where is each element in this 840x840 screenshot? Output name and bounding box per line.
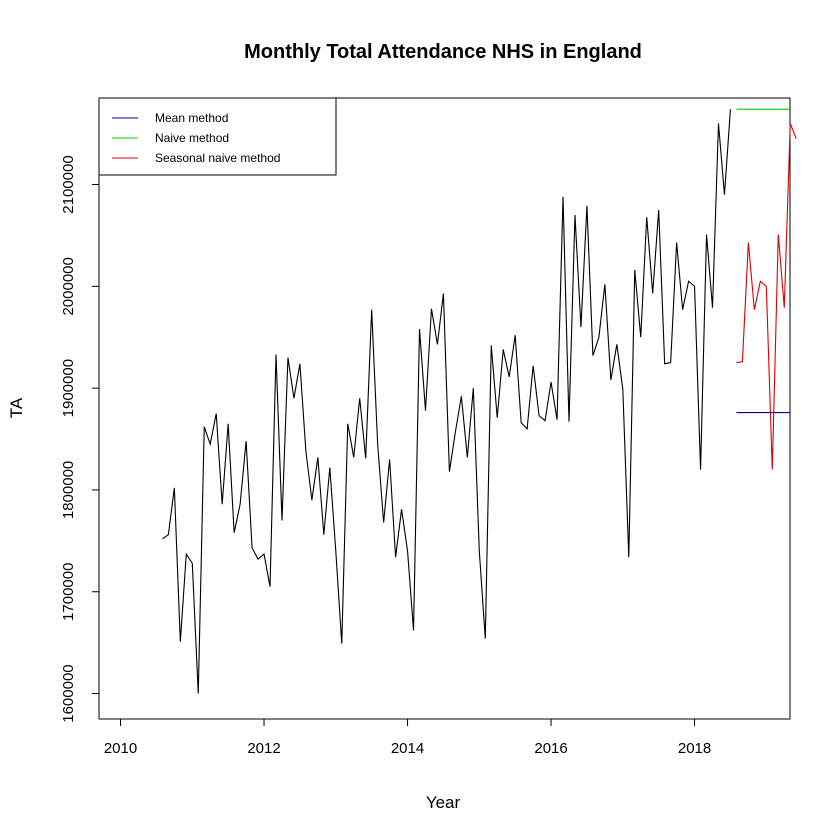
legend-box (98, 97, 337, 176)
x-tick-label: 2014 (391, 740, 424, 757)
y-tick-label: 2100000 (60, 155, 77, 213)
y-tick-label: 1900000 (60, 359, 77, 417)
legend-label-mean: Mean method (155, 111, 228, 125)
y-axis: 1600000 1700000 1800000 1900000 2000000 21000… (60, 155, 100, 723)
x-tick-label: 2018 (678, 740, 711, 757)
x-tick-label: 2012 (247, 740, 280, 757)
legend-label-naive: Naive method (155, 131, 229, 145)
y-tick-label: 2000000 (60, 257, 77, 315)
legend: Mean method Naive method Seasonal naive … (98, 97, 337, 176)
legend-label-seasonal-naive: Seasonal naive method (155, 151, 280, 165)
seasonal-naive-forecast-line (736, 123, 797, 470)
y-tick-label: 1700000 (60, 563, 77, 621)
y-axis-label: TA (7, 397, 26, 418)
y-tick-label: 1600000 (60, 664, 77, 722)
y-tick-label: 1800000 (60, 461, 77, 519)
x-tick-label: 2016 (534, 740, 567, 757)
x-axis: 2010 2012 2014 2016 2018 (104, 718, 711, 757)
x-tick-label: 2010 (104, 740, 137, 757)
series-layer (162, 108, 797, 694)
x-axis-label: Year (426, 793, 461, 812)
actual-series-line (162, 109, 731, 694)
chart-title: Monthly Total Attendance NHS in England (244, 41, 642, 63)
plot-frame (98, 97, 791, 720)
